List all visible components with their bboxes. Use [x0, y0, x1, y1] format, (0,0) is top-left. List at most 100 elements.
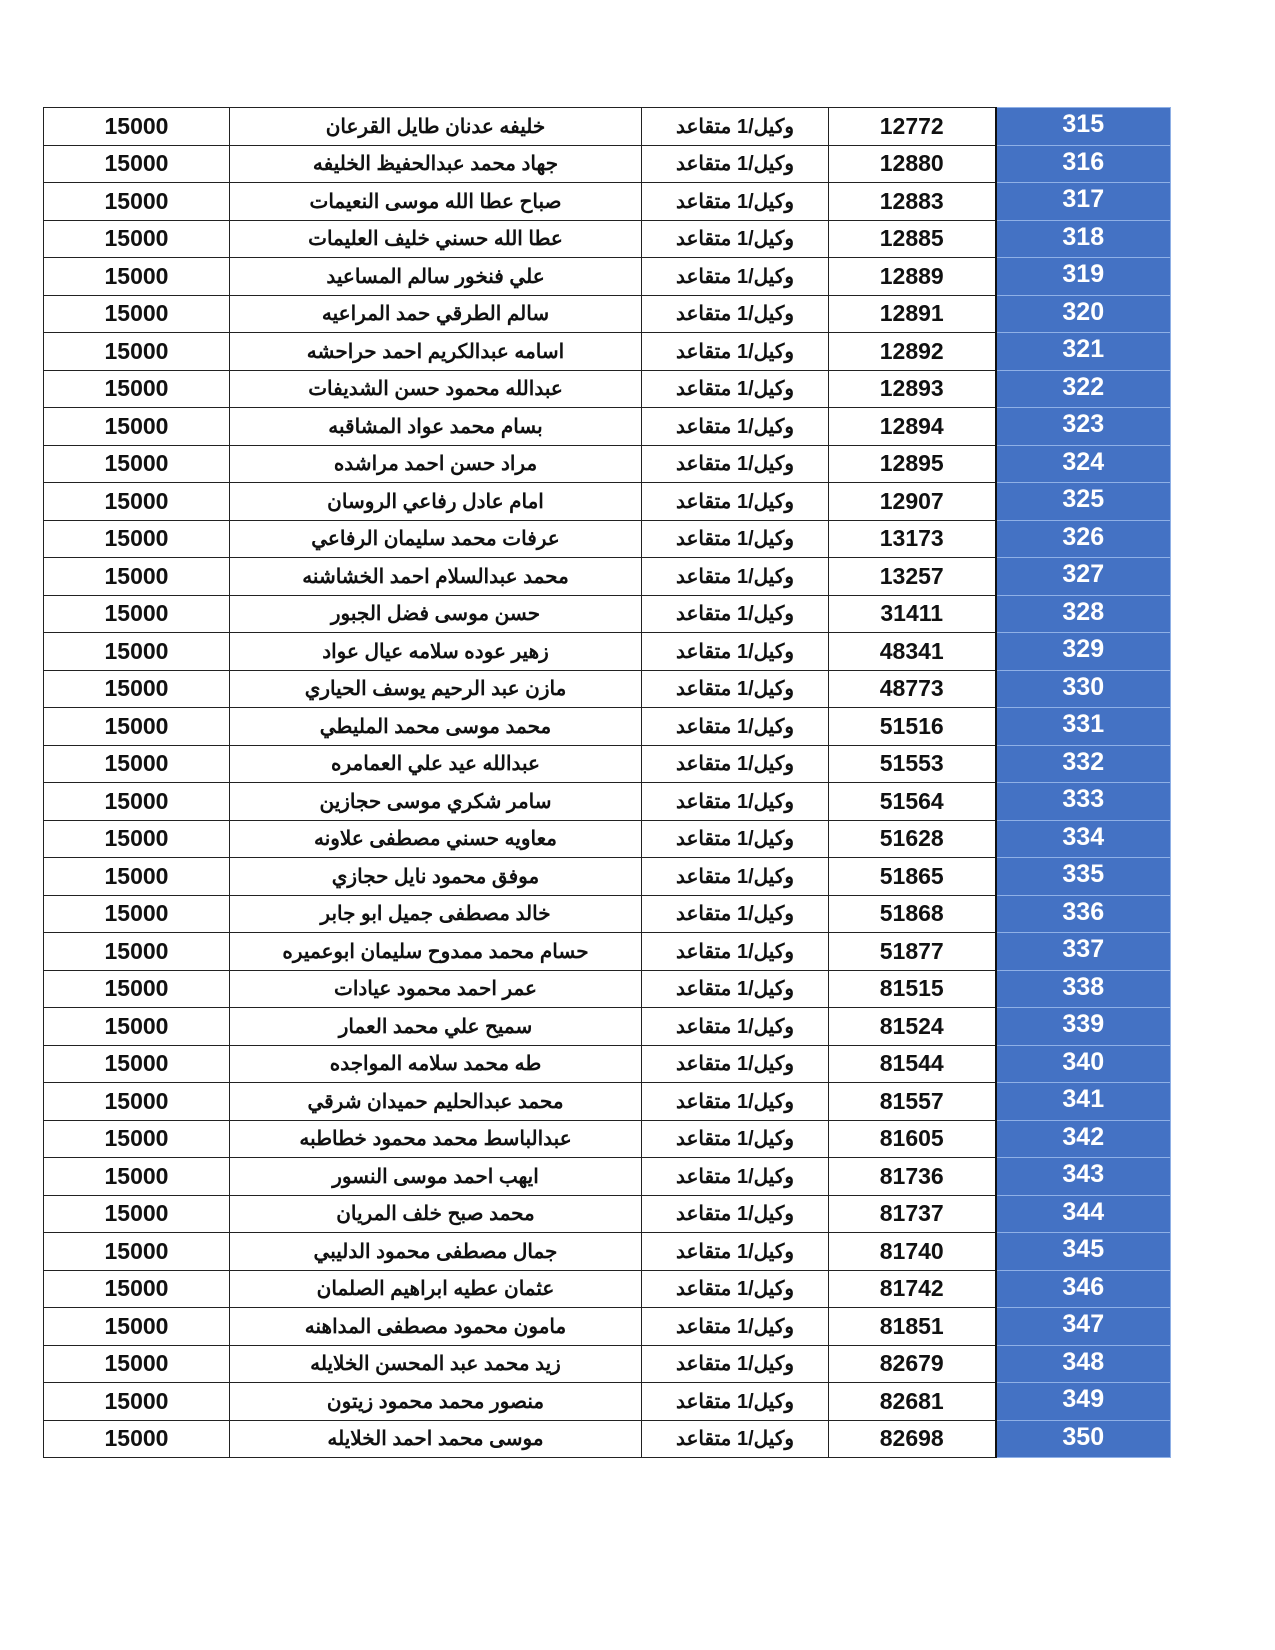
table-row: 15000 عثمان عطيه ابراهيم الصلمان وكيل/1 مت…	[43, 1269, 1171, 1308]
sequence-number-cell: 330	[994, 669, 1171, 708]
amount-cell: 15000	[43, 144, 230, 183]
table-row: 15000 محمد عبدالسلام احمد الخشاشنه وكيل/1 …	[43, 557, 1171, 596]
id-number-cell: 12772	[828, 107, 996, 146]
rank-status-cell: وكيل/1 متقاعد	[641, 1194, 829, 1233]
rank-status-cell: وكيل/1 متقاعد	[641, 782, 829, 821]
id-number-cell: 82681	[828, 1382, 996, 1421]
rank-status-cell: وكيل/1 متقاعد	[641, 1307, 829, 1346]
sequence-number-cell: 335	[994, 857, 1171, 896]
amount-cell: 15000	[43, 519, 230, 558]
amount-cell: 15000	[43, 369, 230, 408]
amount-cell: 15000	[43, 1119, 230, 1158]
amount-cell: 15000	[43, 969, 230, 1008]
id-number-cell: 51868	[828, 894, 996, 933]
amount-cell: 15000	[43, 1344, 230, 1383]
name-cell: محمد عبدالسلام احمد الخشاشنه	[229, 557, 642, 596]
name-cell: ايهب احمد موسى النسور	[229, 1157, 642, 1196]
rank-status-cell: وكيل/1 متقاعد	[641, 107, 829, 146]
sequence-number-cell: 329	[994, 632, 1171, 671]
amount-cell: 15000	[43, 407, 230, 446]
sequence-number-cell: 327	[994, 557, 1171, 596]
id-number-cell: 12894	[828, 407, 996, 446]
rank-status-cell: وكيل/1 متقاعد	[641, 519, 829, 558]
id-number-cell: 81544	[828, 1044, 996, 1083]
table-row: 15000 حسام محمد ممدوح سليمان ابوعميره وكيل…	[43, 932, 1171, 971]
name-cell: عبدالله عيد علي العمامره	[229, 744, 642, 783]
id-number-cell: 31411	[828, 594, 996, 633]
table-row: 15000 سميح علي محمد العمار وكيل/1 متقاعد 81…	[43, 1007, 1171, 1046]
table-row: 15000 ايهب احمد موسى النسور وكيل/1 متقاعد 8…	[43, 1157, 1171, 1196]
rank-status-cell: وكيل/1 متقاعد	[641, 1157, 829, 1196]
id-number-cell: 12889	[828, 257, 996, 296]
amount-cell: 15000	[43, 1382, 230, 1421]
id-number-cell: 81851	[828, 1307, 996, 1346]
table-row: 15000 عبدالباسط محمد محمود خطاطبه وكيل/1 م…	[43, 1119, 1171, 1158]
amount-cell: 15000	[43, 857, 230, 896]
id-number-cell: 12895	[828, 444, 996, 483]
sequence-number-cell: 324	[994, 444, 1171, 483]
name-cell: خليفه عدنان طايل القرعان	[229, 107, 642, 146]
name-cell: عبدالله محمود حسن الشديفات	[229, 369, 642, 408]
name-cell: موسى محمد احمد الخلايله	[229, 1419, 642, 1458]
sequence-number-cell: 338	[994, 969, 1171, 1008]
table-row: 15000 موفق محمود نايل حجازي وكيل/1 متقاعد 5…	[43, 857, 1171, 896]
amount-cell: 15000	[43, 444, 230, 483]
sequence-number-cell: 344	[994, 1194, 1171, 1233]
table-row: 15000 جهاد محمد عبدالحفيظ الخليفه وكيل/1 م…	[43, 144, 1171, 183]
amount-cell: 15000	[43, 744, 230, 783]
name-cell: منصور محمد محمود زيتون	[229, 1382, 642, 1421]
id-number-cell: 13173	[828, 519, 996, 558]
table-row: 15000 بسام محمد عواد المشاقبه وكيل/1 متقاع…	[43, 407, 1171, 446]
id-number-cell: 81736	[828, 1157, 996, 1196]
amount-cell: 15000	[43, 594, 230, 633]
sequence-number-cell: 332	[994, 744, 1171, 783]
amount-cell: 15000	[43, 1044, 230, 1083]
id-number-cell: 82679	[828, 1344, 996, 1383]
amount-cell: 15000	[43, 294, 230, 333]
name-cell: بسام محمد عواد المشاقبه	[229, 407, 642, 446]
sequence-number-cell: 337	[994, 932, 1171, 971]
name-cell: عبدالباسط محمد محمود خطاطبه	[229, 1119, 642, 1158]
amount-cell: 15000	[43, 332, 230, 371]
name-cell: محمد صبح خلف المريان	[229, 1194, 642, 1233]
amount-cell: 15000	[43, 669, 230, 708]
amount-cell: 15000	[43, 107, 230, 146]
sequence-number-cell: 320	[994, 294, 1171, 333]
name-cell: محمد موسى محمد المليطي	[229, 707, 642, 746]
name-cell: حسن موسى فضل الجبور	[229, 594, 642, 633]
rank-status-cell: وكيل/1 متقاعد	[641, 182, 829, 221]
rank-status-cell: وكيل/1 متقاعد	[641, 369, 829, 408]
sequence-number-cell: 326	[994, 519, 1171, 558]
name-cell: موفق محمود نايل حجازي	[229, 857, 642, 896]
amount-cell: 15000	[43, 182, 230, 221]
amount-cell: 15000	[43, 1269, 230, 1308]
table-row: 15000 حسن موسى فضل الجبور وكيل/1 متقاعد 314…	[43, 594, 1171, 633]
id-number-cell: 12880	[828, 144, 996, 183]
amount-cell: 15000	[43, 1194, 230, 1233]
rank-status-cell: وكيل/1 متقاعد	[641, 482, 829, 521]
sequence-number-cell: 346	[994, 1269, 1171, 1308]
name-cell: زيد محمد عبد المحسن الخلايله	[229, 1344, 642, 1383]
amount-cell: 15000	[43, 1082, 230, 1121]
sequence-number-cell: 350	[994, 1419, 1171, 1458]
id-number-cell: 12883	[828, 182, 996, 221]
amount-cell: 15000	[43, 1419, 230, 1458]
sequence-number-cell: 328	[994, 594, 1171, 633]
table-row: 15000 مراد حسن احمد مراشده وكيل/1 متقاعد 12…	[43, 444, 1171, 483]
amount-cell: 15000	[43, 557, 230, 596]
rank-status-cell: وكيل/1 متقاعد	[641, 257, 829, 296]
sequence-number-cell: 345	[994, 1232, 1171, 1271]
table-row: 15000 جمال مصطفى محمود الدليبي وكيل/1 متقا…	[43, 1232, 1171, 1271]
name-cell: عطا الله حسني خليف العليمات	[229, 219, 642, 258]
table-row: 15000 موسى محمد احمد الخلايله وكيل/1 متقاع…	[43, 1419, 1171, 1458]
table-row: 15000 محمد موسى محمد المليطي وكيل/1 متقاعد…	[43, 707, 1171, 746]
name-cell: جهاد محمد عبدالحفيظ الخليفه	[229, 144, 642, 183]
name-cell: سالم الطرقي حمد المراعيه	[229, 294, 642, 333]
id-number-cell: 51516	[828, 707, 996, 746]
table-row: 15000 معاويه حسني مصطفى علاونه وكيل/1 متقا…	[43, 819, 1171, 858]
rank-status-cell: وكيل/1 متقاعد	[641, 407, 829, 446]
table-row: 15000 زهير عوده سلامه عيال عواد وكيل/1 متق…	[43, 632, 1171, 671]
id-number-cell: 82698	[828, 1419, 996, 1458]
name-cell: معاويه حسني مصطفى علاونه	[229, 819, 642, 858]
name-cell: زهير عوده سلامه عيال عواد	[229, 632, 642, 671]
